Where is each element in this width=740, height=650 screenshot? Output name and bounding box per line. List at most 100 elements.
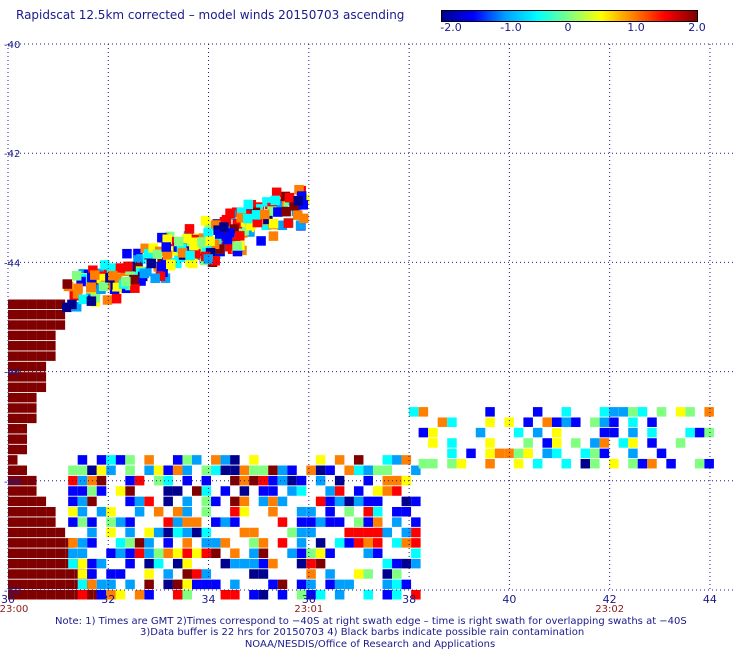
wind-cell (232, 218, 243, 229)
wind-cell (96, 558, 107, 569)
wind-cell (182, 517, 192, 527)
wind-cell (211, 465, 221, 476)
wind-cell (191, 249, 201, 259)
wind-cell (17, 351, 28, 361)
wind-cell (271, 187, 282, 198)
wind-cell (382, 455, 393, 465)
wind-cell (172, 455, 183, 465)
wind-cell (125, 538, 135, 548)
wind-cell (447, 438, 457, 448)
wind-cell (485, 417, 495, 427)
wind-cell (17, 424, 28, 434)
wind-cell (163, 496, 173, 507)
wind-cell (8, 424, 18, 434)
x-tick-label: 44 (703, 593, 717, 606)
wind-cell (36, 330, 47, 341)
wind-cell (182, 579, 192, 590)
wind-cell (125, 496, 135, 507)
wind-cell (172, 548, 183, 559)
wind-cell (277, 465, 288, 476)
wind-cell (411, 538, 421, 548)
wind-cell (144, 527, 154, 538)
wind-cell (220, 517, 231, 527)
wind-cell (211, 220, 221, 230)
wind-cell (256, 236, 266, 246)
wind-cell (163, 486, 173, 496)
wind-cell (144, 496, 154, 507)
wind-cell (392, 517, 402, 527)
wind-cell (401, 475, 412, 486)
wind-cell (17, 382, 28, 393)
wind-cell (277, 579, 288, 590)
wind-cell (235, 231, 245, 241)
wind-cell (306, 527, 316, 538)
wind-cell (106, 263, 117, 273)
wind-cell (245, 220, 256, 231)
wind-cell (8, 538, 18, 548)
wind-cell (8, 579, 18, 590)
wind-cell (87, 517, 97, 527)
wind-cell (392, 590, 402, 600)
wind-cell (258, 590, 269, 600)
wind-cell (8, 465, 18, 476)
wind-cell (306, 558, 316, 569)
wind-cell (125, 548, 135, 559)
wind-cell (17, 517, 28, 527)
wind-cell (148, 243, 158, 253)
wind-cell (55, 299, 66, 310)
wind-cell (77, 496, 88, 507)
wind-cell (139, 268, 150, 279)
wind-cell (108, 270, 118, 281)
wind-cell (27, 475, 37, 486)
wind-cell (418, 407, 429, 417)
wind-cell (437, 417, 448, 427)
wind-cell (315, 590, 326, 600)
wind-cell (150, 273, 160, 284)
wind-cell (77, 486, 88, 496)
wind-cell (203, 254, 214, 264)
wind-cell (8, 299, 18, 310)
wind-cell (87, 486, 97, 496)
wind-cell (239, 558, 250, 569)
wind-cell (8, 507, 18, 517)
wind-cell (609, 427, 619, 438)
wind-cell (334, 579, 345, 590)
wind-cell (115, 569, 126, 579)
wind-cell (382, 486, 393, 496)
wind-cell (136, 276, 146, 286)
wind-cell (261, 220, 271, 231)
y-tick-label: -42 (4, 149, 20, 160)
wind-cell (296, 558, 307, 569)
wind-cell (36, 527, 47, 538)
wind-cell (68, 465, 78, 476)
wind-cell (411, 496, 421, 507)
wind-cell (363, 538, 373, 548)
wind-cell (185, 250, 195, 261)
wind-cell (220, 486, 231, 496)
wind-cell (325, 486, 335, 496)
wind-cell (163, 527, 173, 538)
wind-cell (210, 256, 220, 266)
wind-cell (353, 517, 364, 527)
colorbar-label: 0 (564, 21, 572, 34)
wind-cell (55, 558, 66, 569)
wind-cell (249, 569, 259, 579)
wind-cell (230, 507, 240, 517)
wind-cell (230, 590, 240, 600)
wind-cell (144, 590, 154, 600)
wind-cell (46, 517, 56, 527)
wind-cell (647, 438, 657, 448)
wind-cell (172, 527, 183, 538)
wind-cell (125, 455, 135, 465)
wind-cell (287, 486, 297, 496)
wind-cell (172, 579, 183, 590)
wind-cell (133, 248, 143, 259)
wind-cell (694, 458, 705, 469)
wind-cell (363, 517, 373, 527)
wind-cell (294, 184, 304, 195)
wind-cell (46, 548, 56, 559)
wind-cell (55, 569, 66, 579)
wind-cell (542, 448, 552, 459)
wind-cell (315, 548, 326, 559)
